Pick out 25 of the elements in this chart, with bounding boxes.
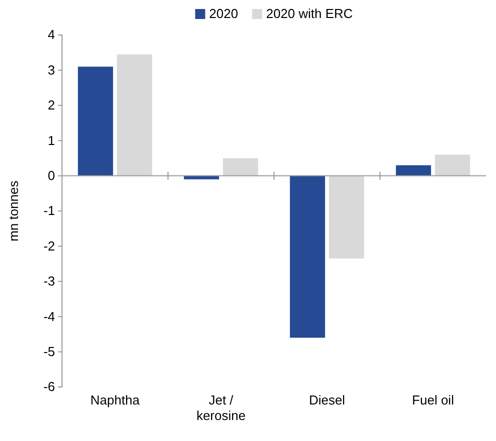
x-tick-label: Jet / kerosine bbox=[196, 392, 246, 423]
bar bbox=[396, 165, 432, 176]
bar bbox=[116, 54, 152, 176]
y-tick-label: -5 bbox=[43, 344, 55, 359]
y-tick-label: -1 bbox=[43, 203, 55, 218]
y-tick-label: 0 bbox=[48, 168, 55, 183]
bar bbox=[328, 176, 364, 259]
x-tick-label: Diesel bbox=[308, 392, 346, 408]
y-tick-label: 4 bbox=[48, 27, 55, 42]
x-tick-label: Naphtha bbox=[90, 392, 140, 408]
bar bbox=[290, 176, 326, 338]
bar bbox=[78, 66, 114, 176]
bar bbox=[434, 154, 470, 176]
y-tick-label: -2 bbox=[43, 238, 55, 254]
y-tick-label: -6 bbox=[43, 379, 55, 394]
bar bbox=[222, 158, 258, 176]
legend-label: 2020 bbox=[209, 6, 238, 21]
y-axis-title: mn tonnes bbox=[6, 180, 21, 242]
y-tick-label: -4 bbox=[43, 308, 55, 324]
x-tick-label: Fuel oil bbox=[412, 392, 454, 408]
legend-label: 2020 with ERC bbox=[266, 6, 353, 21]
y-tick-label: 1 bbox=[48, 132, 55, 148]
y-tick-label: 2 bbox=[48, 98, 55, 113]
y-tick-label: -3 bbox=[43, 274, 55, 289]
y-tick-label: 3 bbox=[48, 62, 55, 78]
